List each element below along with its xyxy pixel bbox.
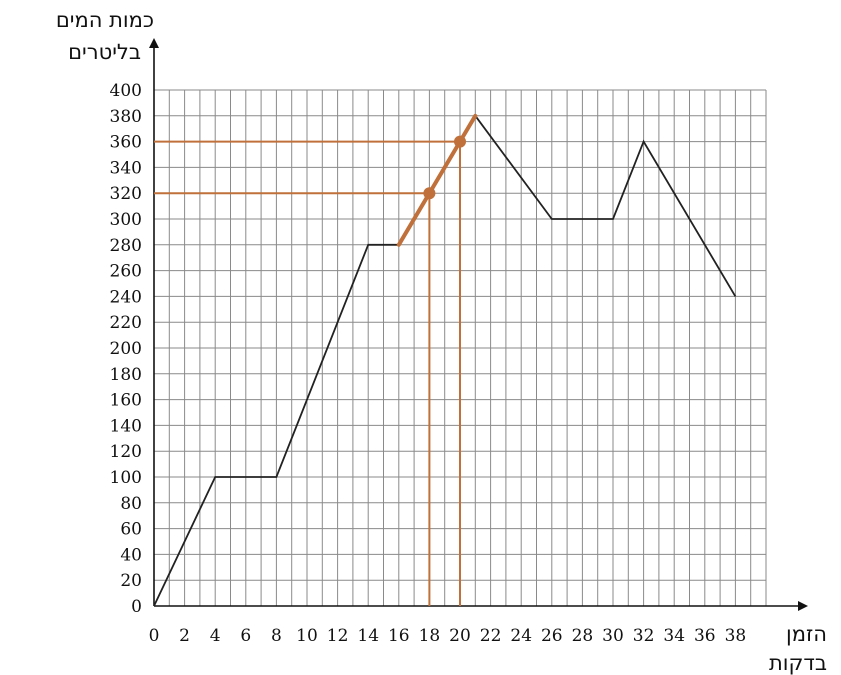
x-tick-label: 28 (572, 626, 594, 646)
axes (149, 38, 808, 611)
x-tick-label: 16 (388, 626, 410, 646)
x-tick-label: 36 (694, 626, 716, 646)
y-tick-label: 280 (110, 236, 142, 256)
x-tick-label: 0 (149, 626, 160, 646)
x-tick-label: 10 (296, 626, 318, 646)
y-tick-label: 380 (110, 107, 142, 127)
y-tick-label: 200 (110, 339, 142, 359)
y-tick-label: 360 (110, 133, 142, 153)
y-tick-label: 260 (110, 262, 142, 282)
y-tick-label: 100 (110, 468, 142, 488)
y-tick-label: 340 (110, 158, 142, 178)
x-tick-label: 18 (419, 626, 441, 646)
y-tick-label: 240 (110, 287, 142, 307)
y-tick-label: 80 (120, 494, 142, 514)
highlight-points (423, 135, 466, 200)
y-tick-label: 220 (110, 313, 142, 333)
x-axis-title-line-2: בדקות (768, 651, 827, 675)
x-tick-label: 38 (725, 626, 747, 646)
x-tick-label: 20 (449, 626, 471, 646)
y-axis-title-line-2: בליטרים (68, 40, 141, 64)
x-tick-label: 26 (541, 626, 563, 646)
x-tick-label: 12 (327, 626, 349, 646)
x-tick-label: 34 (663, 626, 685, 646)
highlighted-segment (396, 113, 478, 247)
y-tick-label: 320 (110, 184, 142, 204)
x-tick-label: 30 (602, 626, 624, 646)
x-tick-label: 2 (179, 626, 190, 646)
y-axis-title-line-1: כמות המים (55, 8, 154, 32)
y-tick-label: 20 (120, 571, 142, 591)
x-tick-label: 22 (480, 626, 502, 646)
y-tick-label: 40 (120, 545, 142, 565)
y-tick-label: 120 (110, 442, 142, 462)
x-tick-label: 32 (633, 626, 655, 646)
x-tick-label: 6 (240, 626, 251, 646)
x-tick-label: 14 (357, 626, 379, 646)
y-tick-label: 0 (131, 597, 142, 617)
y-tick-label: 60 (120, 520, 142, 540)
highlight-point (454, 135, 466, 148)
x-axis-title-line-1: הזמן (786, 622, 827, 646)
x-tick-label: 4 (210, 626, 221, 646)
tick-labels: 0204060801001201401601802002202402602803… (110, 81, 747, 646)
highlight-point (423, 187, 436, 200)
x-tick-label: 24 (510, 626, 532, 646)
y-tick-label: 180 (110, 365, 142, 385)
y-tick-label: 160 (110, 391, 142, 411)
y-tick-label: 140 (110, 416, 142, 436)
y-tick-label: 300 (110, 210, 142, 230)
y-tick-label: 400 (110, 81, 142, 101)
x-tick-label: 8 (271, 626, 282, 646)
guide-lines (154, 140, 461, 606)
